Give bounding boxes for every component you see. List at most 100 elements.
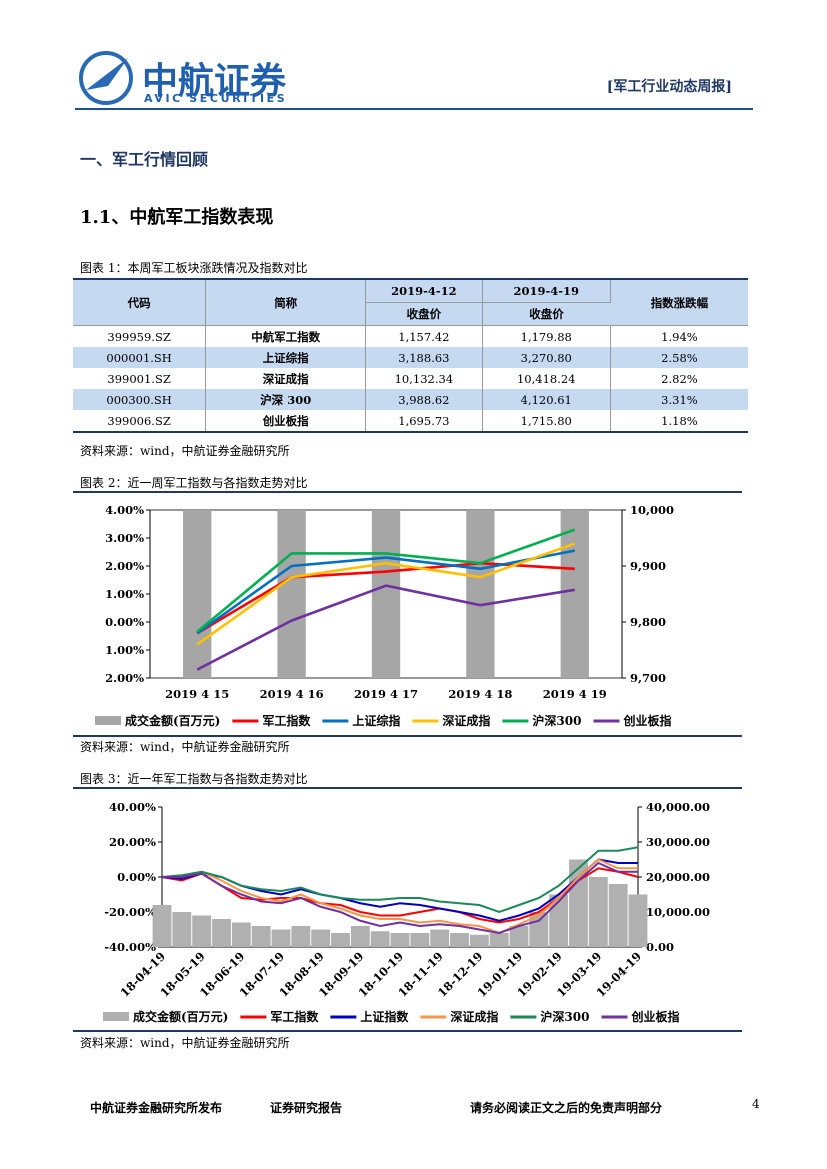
legend-label: 创业板指 (630, 1009, 679, 1024)
table-cell: 1,179.88 (482, 325, 611, 347)
line (162, 858, 638, 935)
chart: 40.00% 20.00% 0.00% -20.00% -40.00% 40,000.00… (73, 787, 742, 1032)
bar (469, 934, 489, 947)
bar (271, 929, 291, 947)
table-cell: 2.82% (661, 371, 698, 386)
bar (152, 905, 172, 947)
legend-label: 成交金额(百万元) (133, 1009, 228, 1024)
bar (212, 919, 231, 947)
chart-caption: 图表 3：近一年军工指数与各指数走势对比 (80, 772, 308, 786)
x-tick-label: 2019 4 15 (165, 687, 229, 701)
legend-label: 成交金额(百万元) (125, 713, 220, 728)
bar (529, 912, 549, 947)
table-row: 399001.SZ 深证成指 10,132.34 10,418.24 2.82% (73, 368, 748, 389)
y-tick-label: 1.00% (105, 643, 144, 657)
footer-disclaimer: 请务必阅读正文之后的免责声明部分 (470, 1101, 663, 1115)
legend-label: 创业板指 (622, 713, 671, 728)
table-cell: 创业板指 (205, 410, 367, 431)
x-tick-label: 2019 4 16 (260, 687, 324, 701)
y-tick-label: 2.00% (105, 559, 144, 573)
y-tick-label: -40.00% (104, 940, 156, 954)
footer-publisher: 中航证券金融研究所发布 (90, 1101, 223, 1115)
legend-label: 上证综指 (352, 713, 400, 728)
bar (370, 931, 390, 947)
line (161, 846, 639, 914)
subsection-title: 1.1、中航军工指数表现 (80, 207, 274, 228)
report-tag: [军工行业动态周报] (606, 79, 732, 95)
y-tick-label: 40.00% (109, 800, 156, 814)
header-cell: 指数涨跌幅 (610, 280, 748, 326)
table-cell: 399001.SZ (73, 368, 207, 389)
y-tick-label: 1.00% (105, 587, 144, 601)
y-tick-label: 3.00% (105, 531, 144, 545)
bar (251, 926, 271, 947)
bar (588, 877, 608, 947)
table-cell: 2.58% (661, 350, 698, 365)
table-row: 399959.SZ 中航军工指数 1,157.42 1,179.88 1.94% (73, 325, 748, 347)
table-cell: 399006.SZ (73, 410, 207, 431)
chart: 4.00% 3.00% 2.00% 1.00% 0.00% 1.00% 2.00% 10,00… (73, 491, 742, 737)
table-cell: 000300.SH (73, 389, 207, 410)
line (162, 861, 638, 935)
legend-label: 上证指数 (360, 1009, 409, 1024)
table-wrap: 代码 简称 2019-4-12 2019-4-19 指数涨跌幅 收盘价 收盘价 399959.… (73, 278, 748, 433)
legend-swatch (103, 1012, 129, 1021)
data-table: 代码 简称 2019-4-12 2019-4-19 指数涨跌幅 收盘价 收盘价 399959.… (73, 280, 748, 431)
bar (183, 510, 212, 678)
line (196, 584, 576, 671)
bar (560, 510, 589, 678)
table-cell: 1,157.42 (365, 325, 483, 347)
logo-en: AVIC SECURITIES (144, 92, 288, 105)
table-cell: 3,188.63 (365, 347, 483, 368)
table-cell: 沪深 300 (205, 389, 367, 410)
bar (192, 915, 212, 947)
header-cell: 收盘价 (482, 302, 611, 326)
bar (628, 894, 648, 947)
footer-report: 证券研究报告 (270, 1101, 343, 1115)
table-cell: 4,120.61 (482, 389, 611, 410)
table-cell: 1.18% (661, 413, 698, 428)
header-cell: 收盘价 (365, 302, 483, 326)
y2-tick-label: 30,000.00 (646, 835, 710, 849)
line (196, 549, 576, 635)
section-title: 一、军工行情回顾 (80, 150, 209, 169)
table-caption: 图表 1：本周军工板块涨跌情况及指数对比 (80, 261, 308, 275)
legend-label: 沪深300 (540, 1009, 589, 1024)
table-cell: 1,695.73 (365, 410, 483, 431)
header-cell: 代码 (73, 280, 207, 326)
bar (608, 884, 628, 947)
bar (466, 510, 495, 678)
table-cell: 1.94% (661, 329, 698, 344)
bar (311, 929, 331, 947)
bar (569, 859, 588, 947)
bar (371, 510, 401, 678)
y-tick-label: 2.00% (105, 671, 144, 685)
table-cell: 3.31% (661, 392, 698, 407)
page-number: 4 (752, 1097, 760, 1111)
bar (450, 933, 469, 947)
chart-source: 资料来源：wind，中航证券金融研究所 (80, 1036, 290, 1050)
x-tick-label: 2019 4 17 (354, 687, 418, 701)
legend-swatch (95, 716, 121, 725)
table-cell: 中航军工指数 (205, 325, 367, 347)
bar (331, 933, 350, 947)
y2-tick-label: 20,000.00 (646, 870, 710, 884)
bar (291, 926, 311, 947)
table-cell: 3,270.80 (482, 347, 611, 368)
y2-tick-label: 9,700 (630, 671, 666, 685)
table-cell: 3,988.62 (365, 389, 483, 410)
table-source: 资料来源：wind，中航证券金融研究所 (80, 444, 290, 458)
y-tick-label: 20.00% (109, 835, 156, 849)
table-cell: 1,715.80 (482, 410, 611, 431)
legend-label: 沪深300 (532, 713, 581, 728)
legend-label: 深证成指 (450, 1009, 498, 1024)
header-row: 收盘价 收盘价 (73, 302, 748, 326)
x-tick-label: 2019 4 19 (543, 687, 607, 701)
bar (509, 926, 529, 947)
legend-label: 军工指数 (262, 713, 311, 728)
y2-tick-label: 10,000.00 (646, 905, 710, 919)
table-row: 000001.SH 上证综指 3,188.63 3,270.80 2.58% (73, 347, 748, 368)
table-cell: 000001.SH (73, 347, 207, 368)
header-rule (75, 108, 753, 110)
